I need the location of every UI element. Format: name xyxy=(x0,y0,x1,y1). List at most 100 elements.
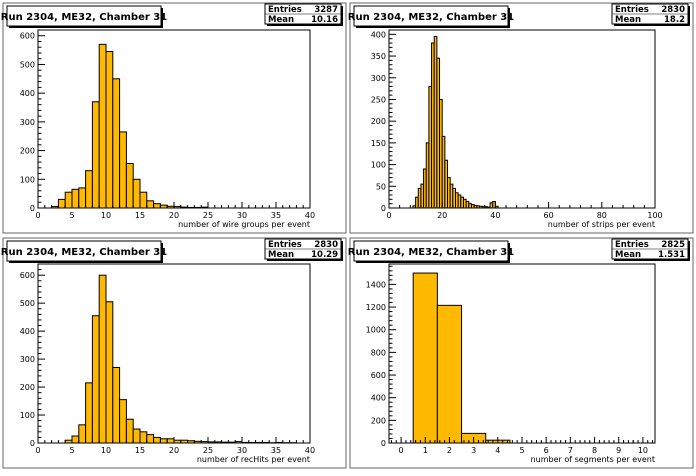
histogram-bar-9 xyxy=(106,52,113,208)
x-tick-label: 100 xyxy=(647,211,662,220)
histogram-bar-10 xyxy=(126,419,133,443)
stats-entries-value: 2830 xyxy=(661,5,685,15)
x-tick-label: 6 xyxy=(544,446,549,455)
x-tick-label: 25 xyxy=(203,211,213,220)
x-tick-label: 0 xyxy=(399,446,404,455)
y-tick-label: 150 xyxy=(371,139,386,148)
histogram-bar-8 xyxy=(113,367,120,443)
histogram-bar-2 xyxy=(58,199,65,208)
y-tick-label: 500 xyxy=(20,299,35,308)
x-tick-label: 5 xyxy=(519,446,524,455)
chart-title: Run 2304, ME32, Chamber 31 xyxy=(348,12,514,23)
stats-mean-label: Mean xyxy=(268,250,294,260)
stats-entries-value: 2825 xyxy=(661,240,685,250)
x-tick-label: 60 xyxy=(544,211,554,220)
x-tick-label: 0 xyxy=(35,446,40,455)
histogram-bar-10 xyxy=(113,79,120,208)
histogram-bar-7 xyxy=(92,102,99,208)
histogram-bar-2 xyxy=(437,305,461,443)
histogram-bar-15 xyxy=(147,201,154,208)
y-tick-label: 400 xyxy=(20,327,35,336)
stats-entries-label: Entries xyxy=(615,5,649,15)
histogram-bar-13 xyxy=(133,179,140,208)
histogram-bar-9 xyxy=(120,400,127,443)
x-tick-label: 20 xyxy=(169,211,179,220)
y-tick-label: 1200 xyxy=(366,303,386,312)
stats-mean-label: Mean xyxy=(268,15,294,25)
histogram-bar-6 xyxy=(86,171,93,208)
histogram-bar-11 xyxy=(133,429,140,443)
y-tick-label: 0 xyxy=(381,439,386,448)
histogram-bar-4 xyxy=(86,383,93,443)
y-tick-label: 0 xyxy=(30,439,35,448)
stats-mean-label: Mean xyxy=(615,250,641,260)
histogram-bar-5 xyxy=(92,316,99,443)
y-tick-label: 400 xyxy=(20,89,35,98)
x-tick-label: 30 xyxy=(237,446,247,455)
x-tick-label: 40 xyxy=(305,211,315,220)
histogram-bar-12 xyxy=(126,164,133,209)
histogram-bar-4 xyxy=(72,189,79,208)
x-tick-label: 7 xyxy=(568,446,573,455)
x-axis-title: number of wire groups per event xyxy=(178,220,310,229)
stats-mean-value: 10.16 xyxy=(311,15,338,25)
x-tick-label: 8 xyxy=(592,446,597,455)
y-tick-label: 200 xyxy=(20,383,35,392)
y-tick-label: 100 xyxy=(371,161,386,170)
x-tick-label: 30 xyxy=(237,211,247,220)
stats-entries-label: Entries xyxy=(268,240,302,250)
x-tick-label: 10 xyxy=(638,446,648,455)
x-tick-label: 20 xyxy=(169,446,179,455)
pad-border xyxy=(3,238,346,468)
histogram-bar-8 xyxy=(99,44,106,208)
histogram-bar-2 xyxy=(72,436,79,443)
y-tick-label: 300 xyxy=(20,118,35,127)
chart-title: Run 2304, ME32, Chamber 31 xyxy=(1,12,167,23)
y-tick-label: 350 xyxy=(371,52,386,61)
x-tick-label: 1 xyxy=(423,446,428,455)
y-tick-label: 100 xyxy=(20,175,35,184)
y-tick-label: 100 xyxy=(20,411,35,420)
histogram-bar-14 xyxy=(154,437,161,443)
histogram-bar-16 xyxy=(167,439,174,443)
y-tick-label: 600 xyxy=(20,32,35,41)
x-tick-label: 15 xyxy=(135,446,145,455)
y-tick-label: 600 xyxy=(371,371,386,380)
histogram-bar-11 xyxy=(120,132,127,208)
y-tick-label: 400 xyxy=(371,30,386,39)
x-tick-label: 10 xyxy=(101,446,111,455)
y-tick-label: 1000 xyxy=(366,326,386,335)
y-tick-label: 500 xyxy=(20,60,35,69)
x-tick-label: 3 xyxy=(471,446,476,455)
stats-mean-value: 18.2 xyxy=(664,15,685,25)
x-tick-label: 4 xyxy=(495,446,500,455)
histogram-bar-3 xyxy=(79,425,86,443)
histogram-bar-3 xyxy=(65,192,72,208)
x-axis-title: number of recHits per event xyxy=(197,455,310,464)
stats-entries-value: 2830 xyxy=(314,240,338,250)
x-tick-label: 15 xyxy=(135,211,145,220)
histogram-bar-1 xyxy=(413,273,437,443)
y-tick-label: 200 xyxy=(371,117,386,126)
y-tick-label: 0 xyxy=(30,204,35,213)
histogram-bar-6 xyxy=(99,275,106,443)
histogram-bar-5 xyxy=(79,188,86,208)
y-tick-label: 1400 xyxy=(366,280,386,289)
x-tick-label: 35 xyxy=(271,446,281,455)
y-tick-label: 300 xyxy=(371,74,386,83)
x-tick-label: 9 xyxy=(616,446,621,455)
histogram-bar-12 xyxy=(140,432,147,443)
chart-title: Run 2304, ME32, Chamber 31 xyxy=(348,247,514,258)
y-tick-label: 300 xyxy=(20,355,35,364)
stats-entries-label: Entries xyxy=(615,240,649,250)
x-tick-label: 10 xyxy=(101,211,111,220)
stats-mean-value: 1.531 xyxy=(658,250,685,260)
x-tick-label: 0 xyxy=(386,211,391,220)
y-tick-label: 400 xyxy=(371,394,386,403)
